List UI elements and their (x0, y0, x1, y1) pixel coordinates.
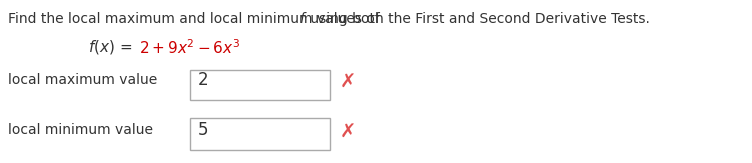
Text: $2 + 9x^2 - 6x^3$: $2 + 9x^2 - 6x^3$ (139, 38, 240, 57)
Text: $\it{f}(x)$ =: $\it{f}(x)$ = (88, 38, 134, 56)
Text: using both the First and Second Derivative Tests.: using both the First and Second Derivati… (306, 12, 650, 26)
Text: local minimum value: local minimum value (8, 123, 153, 137)
Text: f: f (299, 12, 304, 26)
Text: 2: 2 (198, 71, 208, 89)
Text: ✗: ✗ (340, 73, 356, 91)
Text: ✗: ✗ (340, 123, 356, 141)
Text: local maximum value: local maximum value (8, 73, 157, 87)
Text: Find the local maximum and local minimum values of: Find the local maximum and local minimum… (8, 12, 384, 26)
Bar (190, 118, 330, 150)
Bar (190, 70, 330, 100)
Text: 5: 5 (198, 121, 208, 139)
